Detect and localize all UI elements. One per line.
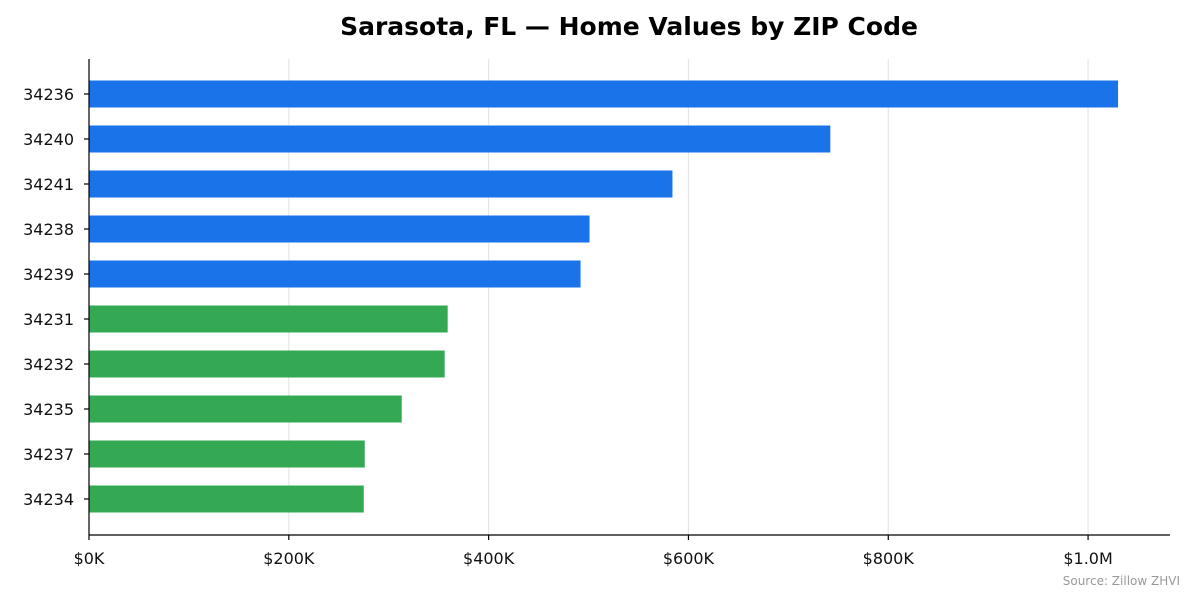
bar-34235 [89, 395, 402, 423]
source-note: Source: Zillow ZHVI [1063, 574, 1180, 588]
bar-34234 [89, 485, 364, 513]
y-tick-label: 34236 [23, 85, 74, 104]
y-tick-label: 34234 [23, 490, 74, 509]
y-tick-label: 34232 [23, 355, 74, 374]
bars [89, 80, 1119, 513]
y-tick-label: 34238 [23, 220, 74, 239]
x-tick-label: $1.0M [1063, 549, 1112, 568]
bar-34236 [89, 80, 1119, 108]
bar-34239 [89, 260, 581, 288]
bar-34231 [89, 305, 448, 333]
y-tick-label: 34240 [23, 130, 74, 149]
y-tick-label: 34241 [23, 175, 74, 194]
bar-34238 [89, 215, 590, 243]
y-tick-label: 34231 [23, 310, 74, 329]
x-tick-label: $0K [74, 549, 105, 568]
x-tick-label: $400K [463, 549, 515, 568]
bar-34232 [89, 350, 445, 378]
x-tick-label: $200K [263, 549, 315, 568]
x-tick-label: $600K [663, 549, 715, 568]
bar-34237 [89, 440, 365, 468]
bar-34241 [89, 170, 673, 198]
axes [88, 59, 1170, 536]
y-tick-label: 34235 [23, 400, 74, 419]
x-ticks: $0K $200K $400K $600K $800K $1.0M [74, 535, 1113, 568]
y-tick-label: 34237 [23, 445, 74, 464]
x-tick-label: $800K [863, 549, 915, 568]
bar-34240 [89, 125, 831, 153]
y-ticks: 34236 34240 34241 34238 34239 34231 34232 34235… [23, 85, 89, 509]
chart-title: Sarasota, FL — Home Values by ZIP Code [340, 12, 918, 41]
y-tick-label: 34239 [23, 265, 74, 284]
